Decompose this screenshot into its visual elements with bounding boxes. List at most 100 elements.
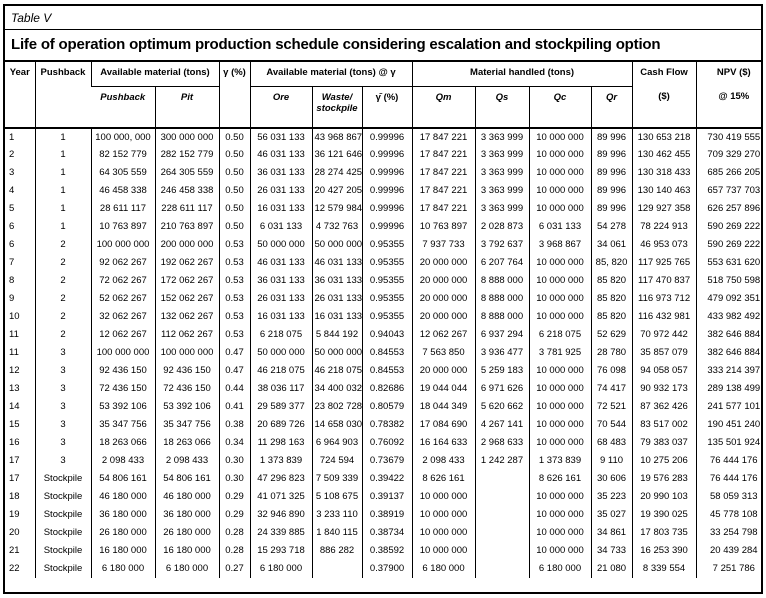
table-row: 14 3 53 392 106 53 392 106 0.41 29 589 377 23 … <box>5 398 761 416</box>
cell-pushback: 2 <box>34 236 91 254</box>
cell-avail-pushback: 16 180 000 <box>90 542 155 560</box>
cell-ore: 36 031 133 <box>249 272 312 290</box>
cell-qs: 3 936 477 <box>474 344 529 362</box>
cell-qs: 3 363 999 <box>474 200 529 218</box>
cell-qr: 68 483 <box>590 434 633 452</box>
cell-qc: 1 373 839 <box>528 452 591 470</box>
cell-qs <box>474 506 529 524</box>
cell-waste-stockpile: 46 031 133 <box>311 254 362 272</box>
cell-avail-pushback: 92 062 267 <box>90 254 155 272</box>
cell-gamma: 0.53 <box>218 254 250 272</box>
cell-gamma-bar: 0.99996 <box>361 128 412 146</box>
cell-qm: 18 044 349 <box>411 398 475 416</box>
cell-waste-stockpile: 23 802 728 <box>311 398 362 416</box>
header-pushback: Pushback <box>34 62 91 129</box>
cell-gamma: 0.53 <box>218 290 250 308</box>
cell-cash-flow: 130 653 218 <box>631 128 697 146</box>
cell-ore: 26 031 133 <box>249 290 312 308</box>
cell-qm: 20 000 000 <box>411 254 475 272</box>
cell-avail-pushback: 72 436 150 <box>90 380 155 398</box>
cell-qc: 10 000 000 <box>528 200 591 218</box>
cell-cash-flow: 130 318 433 <box>631 164 697 182</box>
cell-waste-stockpile: 14 658 030 <box>311 416 362 434</box>
cell-qs: 1 242 287 <box>474 452 529 470</box>
cell-avail-pushback: 2 098 433 <box>90 452 155 470</box>
cell-npv: 7 251 786 <box>695 560 761 578</box>
cell-qr: 9 110 <box>590 452 633 470</box>
cell-cash-flow: 87 362 426 <box>631 398 697 416</box>
cell-ore: 16 031 133 <box>249 308 312 326</box>
header-npv-line2: @ 15% <box>718 90 750 102</box>
cell-qs: 6 937 294 <box>474 326 529 344</box>
cell-qs: 5 620 662 <box>474 398 529 416</box>
cell-avail-pushback: 28 611 117 <box>90 200 155 218</box>
cell-gamma: 0.53 <box>218 308 250 326</box>
cell-gamma-bar: 0.80579 <box>361 398 412 416</box>
cell-year: 20 <box>9 527 20 539</box>
cell-qm: 20 000 000 <box>411 290 475 308</box>
cell-year: 19 <box>9 509 20 521</box>
cell-qs: 8 888 000 <box>474 308 529 326</box>
header-sub-pushback: Pushback <box>91 86 155 129</box>
cell-year: 10 <box>9 311 20 323</box>
cell-qr: 89 996 <box>590 182 633 200</box>
cell-npv: 518 750 598 <box>695 272 761 290</box>
cell-qm: 16 164 633 <box>411 434 475 452</box>
cell-gamma: 0.41 <box>218 398 250 416</box>
cell-ore: 24 339 885 <box>249 524 312 542</box>
cell-npv: 709 329 270 <box>695 146 761 164</box>
cell-npv: 590 269 222 <box>695 218 761 236</box>
table-row: 6 2 100 000 000 200 000 000 0.53 50 000 000 50… <box>5 236 761 254</box>
cell-avail-pushback: 36 180 000 <box>90 506 155 524</box>
cell-cash-flow: 117 470 837 <box>631 272 697 290</box>
cell-qs <box>474 542 529 560</box>
cell-year: 6 <box>9 239 15 251</box>
cell-gamma-bar: 0.95355 <box>361 272 412 290</box>
table-row: 4 1 46 458 338 246 458 338 0.50 26 031 133 20 … <box>5 182 761 200</box>
cell-avail-pit: 54 806 161 <box>154 470 219 488</box>
cell-year: 16 <box>9 437 20 449</box>
cell-qc: 10 000 000 <box>528 182 591 200</box>
cell-avail-pit: 16 180 000 <box>154 542 219 560</box>
cell-pushback: 2 <box>34 308 91 326</box>
cell-pushback: 3 <box>34 416 91 434</box>
cell-avail-pit: 132 062 267 <box>154 308 219 326</box>
cell-year: 11 <box>9 347 19 359</box>
cell-qc: 10 000 000 <box>528 146 591 164</box>
cell-ore: 41 071 325 <box>249 488 312 506</box>
header-npv: NPV ($) @ 15% <box>695 62 761 129</box>
table-row: 8 2 72 062 267 172 062 267 0.53 36 031 133 36 … <box>5 272 761 290</box>
cell-qc: 10 000 000 <box>528 254 591 272</box>
cell-year: 7 <box>9 257 15 269</box>
cell-avail-pushback: 18 263 066 <box>90 434 155 452</box>
cell-qm: 12 062 267 <box>411 326 475 344</box>
cell-qm: 10 763 897 <box>411 218 475 236</box>
cell-avail-pushback: 100 000 000 <box>90 236 155 254</box>
cell-year: 9 <box>9 293 15 305</box>
cell-qm: 17 847 221 <box>411 164 475 182</box>
header-cash-flow-line2: ($) <box>658 90 670 102</box>
cell-pushback: 3 <box>34 362 91 380</box>
cell-waste-stockpile: 28 274 425 <box>311 164 362 182</box>
header-sub-qc: Qc <box>528 86 591 129</box>
cell-avail-pushback: 82 152 779 <box>90 146 155 164</box>
cell-gamma: 0.47 <box>218 344 250 362</box>
cell-qc: 10 000 000 <box>528 272 591 290</box>
cell-qs: 5 259 183 <box>474 362 529 380</box>
cell-avail-pit: 26 180 000 <box>154 524 219 542</box>
cell-npv: 76 444 176 <box>695 470 761 488</box>
table-row: 9 2 52 062 267 152 062 267 0.53 26 031 133 26 … <box>5 290 761 308</box>
cell-qc: 8 626 161 <box>528 470 591 488</box>
table-row: 12 3 92 436 150 92 436 150 0.47 46 218 075 46 … <box>5 362 761 380</box>
cell-avail-pushback: 26 180 000 <box>90 524 155 542</box>
cell-gamma: 0.28 <box>218 542 250 560</box>
cell-avail-pit: 228 611 117 <box>154 200 219 218</box>
cell-qr: 35 223 <box>590 488 633 506</box>
cell-qc: 10 000 000 <box>528 380 591 398</box>
cell-gamma-bar: 0.38592 <box>361 542 412 560</box>
cell-qm: 8 626 161 <box>411 470 475 488</box>
cell-qs <box>474 488 529 506</box>
cell-ore: 46 218 075 <box>249 362 312 380</box>
cell-pushback: 1 <box>34 182 91 200</box>
cell-ore: 36 031 133 <box>249 164 312 182</box>
